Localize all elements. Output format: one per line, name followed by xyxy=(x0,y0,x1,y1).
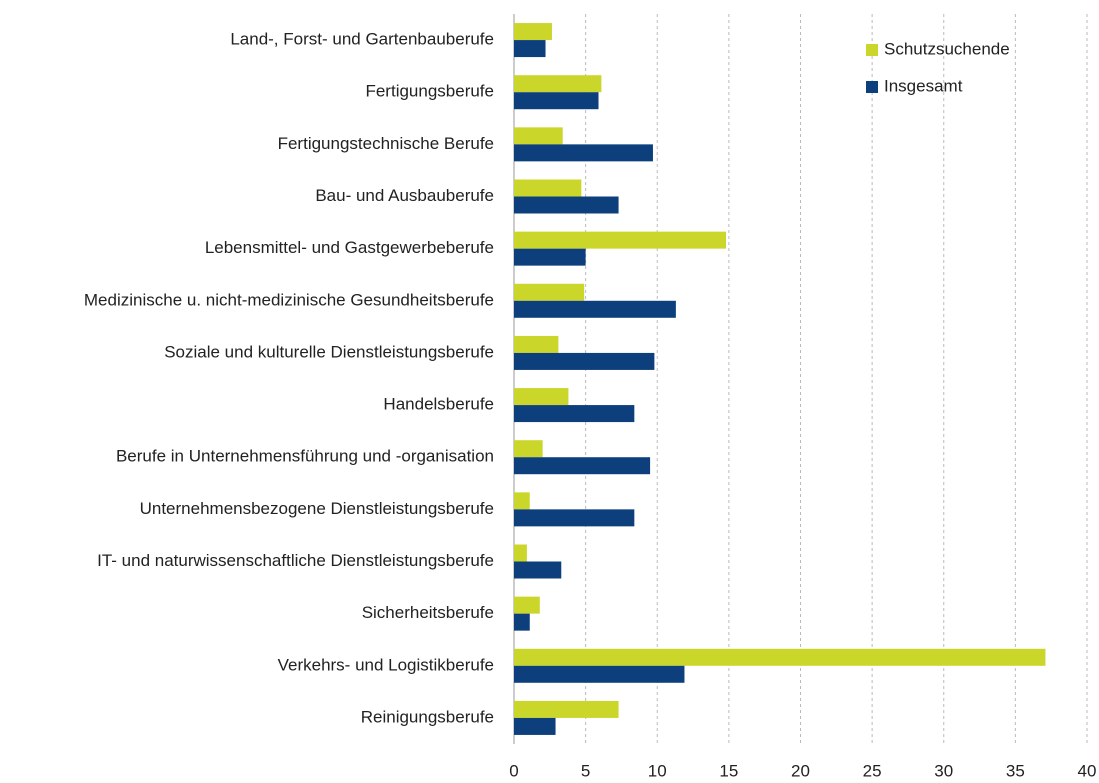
bar xyxy=(514,144,653,162)
bar xyxy=(514,300,676,318)
y-tick-label: Handelsberufe xyxy=(383,395,494,414)
bar xyxy=(514,544,527,562)
y-tick-label: Reinigungsberufe xyxy=(361,707,494,726)
y-tick-label: Lebensmittel- und Gastgewerbeberufe xyxy=(205,238,494,257)
y-tick-label: Medizinische u. nicht-medizinische Gesun… xyxy=(84,290,494,309)
y-tick-label: Land-, Forst- und Gartenbauberufe xyxy=(230,30,494,49)
x-tick-label: 25 xyxy=(863,761,882,780)
x-tick-label: 30 xyxy=(934,761,953,780)
bar xyxy=(514,23,552,41)
legend-label: Insgesamt xyxy=(884,76,963,95)
bar xyxy=(514,352,655,370)
bar xyxy=(514,179,582,197)
y-tick-label: IT- und naturwissenschaftliche Dienstlei… xyxy=(97,551,494,570)
bar xyxy=(514,40,546,58)
bar xyxy=(514,457,651,475)
bar xyxy=(514,561,562,579)
bar xyxy=(514,248,586,266)
y-tick-label: Unternehmensbezogene Dienstleistungsberu… xyxy=(140,499,494,518)
legend-swatch xyxy=(866,81,878,93)
bar xyxy=(514,509,635,527)
bar xyxy=(514,648,1046,666)
x-tick-label: 0 xyxy=(509,761,518,780)
bar xyxy=(514,335,559,353)
bar xyxy=(514,717,556,735)
y-tick-label: Berufe in Unternehmensführung und -organ… xyxy=(116,447,494,466)
bar xyxy=(514,283,585,301)
bar xyxy=(514,665,685,683)
bar xyxy=(514,388,569,406)
x-tick-label: 20 xyxy=(791,761,810,780)
bar xyxy=(514,231,727,249)
bar xyxy=(514,127,563,145)
bar xyxy=(514,700,619,718)
x-tick-label: 35 xyxy=(1006,761,1025,780)
y-tick-label: Sicherheitsberufe xyxy=(362,603,494,622)
x-tick-label: 10 xyxy=(648,761,667,780)
bar xyxy=(514,196,619,214)
bar xyxy=(514,596,540,614)
bar xyxy=(514,492,530,510)
legend-swatch xyxy=(866,44,878,56)
bar xyxy=(514,440,543,458)
y-tick-label: Fertigungsberufe xyxy=(365,82,494,101)
bar xyxy=(514,405,635,423)
y-tick-label: Verkehrs- und Logistikberufe xyxy=(278,655,494,674)
bar xyxy=(514,613,530,631)
y-tick-label: Fertigungstechnische Berufe xyxy=(278,134,494,153)
bar xyxy=(514,75,602,93)
x-tick-label: 5 xyxy=(581,761,590,780)
x-tick-label: 40 xyxy=(1078,761,1097,780)
bar xyxy=(514,92,599,110)
x-tick-label: 15 xyxy=(719,761,738,780)
legend-label: Schutzsuchende xyxy=(884,39,1010,58)
y-tick-label: Bau- und Ausbauberufe xyxy=(315,186,494,205)
y-tick-label: Soziale und kulturelle Dienstleistungsbe… xyxy=(164,342,494,361)
